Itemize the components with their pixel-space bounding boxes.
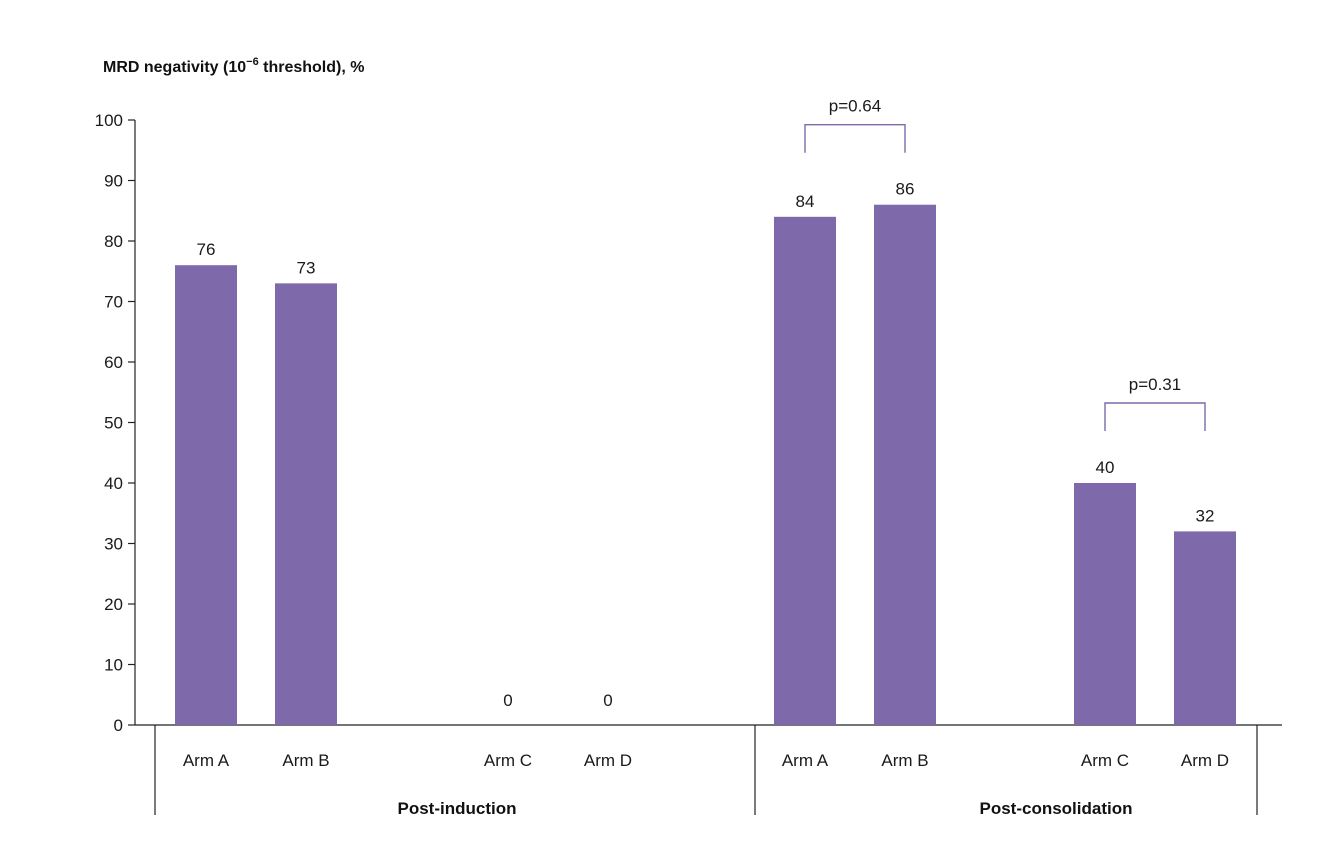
x-tick-label: Arm A [782,751,829,770]
bar [774,216,836,726]
p-value-bracket [804,124,906,153]
y-tick-label: 10 [104,656,123,675]
y-tick-label: 80 [104,232,123,251]
x-tick-label: Arm D [1181,751,1229,770]
y-tick-label: 0 [114,716,123,735]
data-label: 0 [603,691,612,710]
bar [275,283,337,725]
p-value-label: p=0.31 [1129,375,1181,394]
bar [874,204,936,725]
y-tick-label: 40 [104,474,123,493]
p-value-bracket [1104,402,1206,431]
data-label: 84 [796,192,815,211]
y-tick-label: 50 [104,414,123,433]
x-tick-labels: Arm A Arm B Arm C Arm D Post-induction Arm A A… [183,751,1229,818]
data-label: 73 [297,258,316,277]
p-value-label: p=0.64 [829,97,881,116]
y-axis-label: MRD negativity (10−6 threshold), % [103,56,364,76]
bar [175,265,237,725]
y-ticks: 0 10 20 30 40 50 60 70 80 90 100 [95,111,135,735]
group-label: Post-induction [398,799,517,818]
y-tick-label: 90 [104,172,123,191]
y-tick-label: 30 [104,535,123,554]
x-tick-label: Arm B [881,751,928,770]
bar [1074,483,1136,725]
x-tick-label: Arm C [1081,751,1129,770]
data-label: 86 [896,180,915,199]
x-tick-label: Arm C [484,751,532,770]
y-axis-label-tail: threshold), % [259,59,365,76]
y-tick-label: 70 [104,293,123,312]
bars: 76 73 0 0 84 86 40 32 [175,180,1236,726]
data-label: 76 [197,240,216,259]
p-value-brackets: p=0.64 p=0.31 [804,97,1206,431]
y-tick-label: 100 [95,111,123,130]
data-label: 0 [503,691,512,710]
y-axis-label-main: MRD negativity (10 [103,59,246,76]
data-label: 32 [1196,506,1215,525]
x-tick-label: Arm B [282,751,329,770]
y-tick-label: 20 [104,595,123,614]
bar [1174,531,1236,725]
x-tick-label: Arm A [183,751,230,770]
group-label: Post-consolidation [980,799,1133,818]
x-tick-label: Arm D [584,751,632,770]
y-axis-label-superscript: −6 [246,56,259,68]
data-label: 40 [1096,458,1115,477]
y-tick-label: 60 [104,353,123,372]
